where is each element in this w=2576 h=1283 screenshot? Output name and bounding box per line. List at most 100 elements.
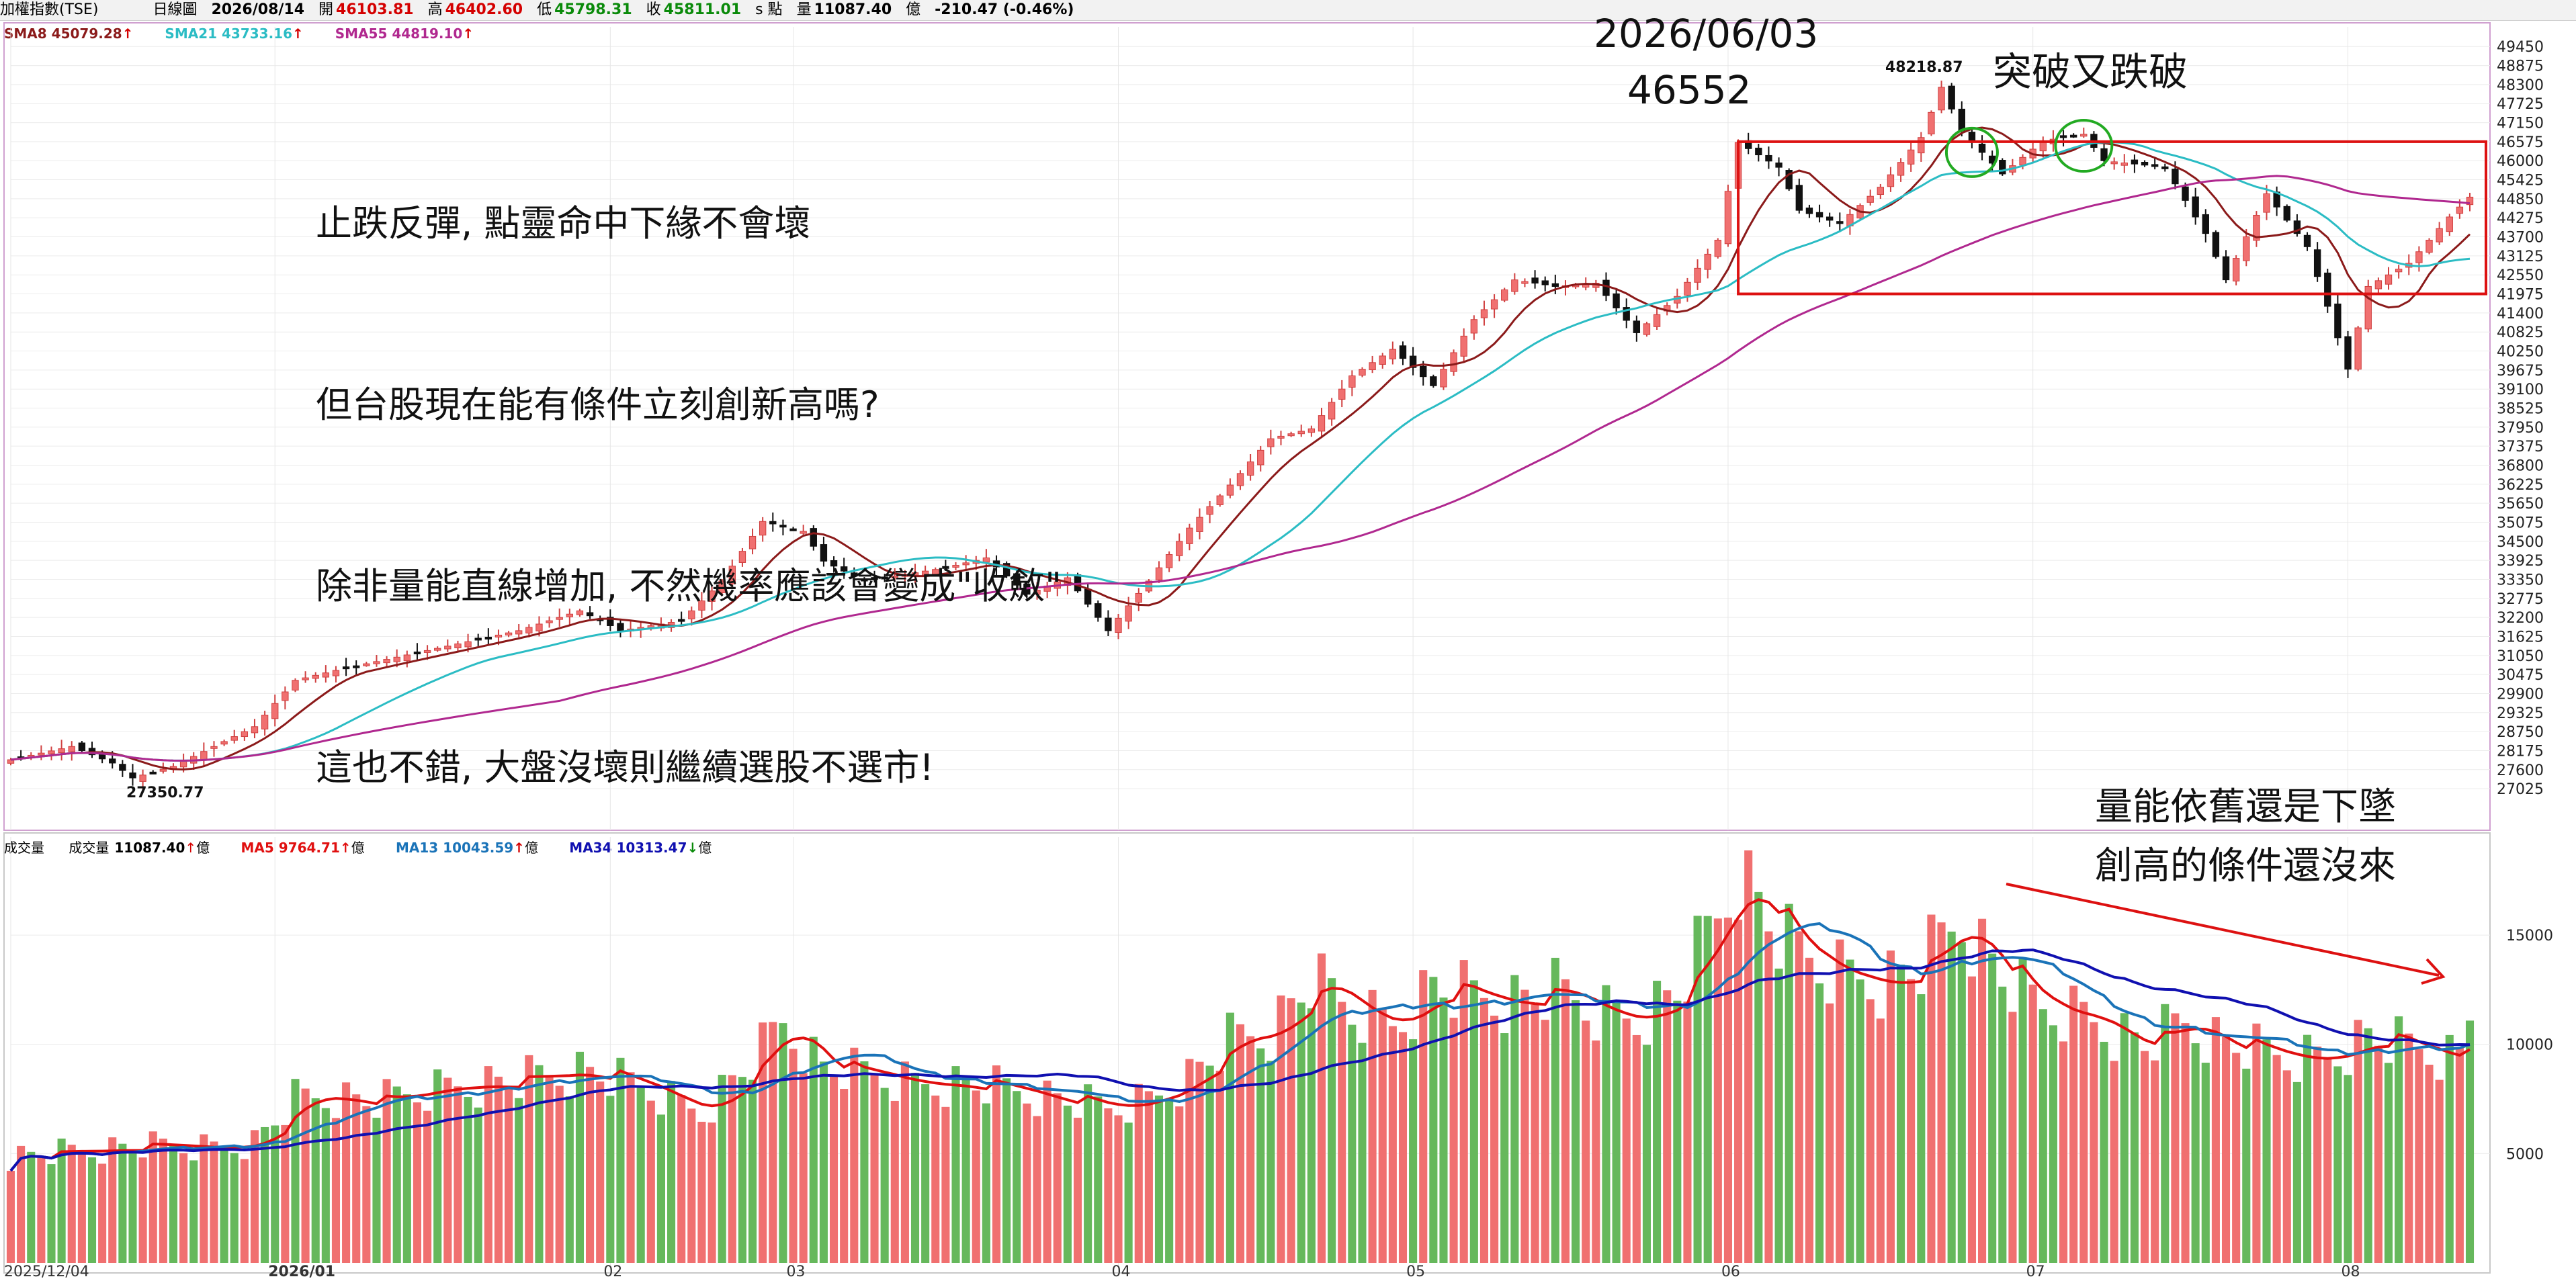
candle-body [1928,112,1935,134]
volume-bar [200,1134,208,1263]
candle-body [1480,309,1488,318]
candle-body [1918,137,1925,154]
candle-body [312,674,319,679]
candle-body [708,590,716,602]
candle-body [78,742,86,751]
time-tick-label: 03 [787,1264,806,1280]
volume-bar [2445,1034,2454,1263]
candle-body [1115,617,1122,633]
volume-tick-label: 15000 [2506,928,2553,944]
candle-body [2131,159,2139,165]
volume-legend: 成交量 成交量 11087.40↑億 MA5 9764.71↑億 MA13 100… [4,837,738,856]
candle-body [1470,319,1478,334]
price-tick-label: 41400 [2497,306,2544,322]
volume-bar [1510,975,1519,1263]
candle-body [282,691,289,701]
candle-body [1785,170,1793,189]
volume-bar [2140,1051,2149,1263]
volume-bar [1205,1065,1214,1263]
price-tick-label: 49450 [2497,39,2544,56]
candle-body [1246,461,1254,476]
candle-body [423,650,431,653]
candle-body [2374,280,2382,290]
volume-bar [2374,1045,2382,1263]
candle-body [891,576,898,579]
volume-bar [1744,850,1753,1263]
time-tick-label: 04 [1112,1264,1131,1280]
price-tick-label: 48300 [2497,77,2544,94]
price-tick-label: 31050 [2497,648,2544,665]
volume-bar [972,1090,980,1263]
candle-body [1033,590,1041,595]
candle-body [576,610,584,615]
sma21-legend: SMA21 43733.16↑ [165,26,304,42]
candle-body [7,759,15,764]
candle-body [1836,221,1844,224]
candle-body [1216,495,1223,505]
candle-body [759,521,767,536]
candle-body [2222,256,2230,281]
price-tick-label: 28750 [2497,724,2544,741]
candle-body [525,627,533,633]
candle-body [1328,402,1336,420]
candle-body [403,654,411,662]
breakout-note: 突破又跌破 [1993,49,2188,95]
volume-bar [1866,999,1875,1263]
candle-body [353,665,360,668]
volume-bar [2262,1039,2271,1263]
candle-body [1684,281,1691,296]
volume-bar [1856,979,1864,1263]
candle-body [159,768,167,772]
candle-body [261,715,269,729]
volume-bar [910,1073,920,1263]
volume-bar [809,1036,818,1263]
price-tick-label: 46575 [2497,134,2544,151]
volume-bar [1084,1084,1092,1263]
volume-bar [352,1094,361,1263]
price-tick-label: 39100 [2497,382,2544,398]
candle-body [566,613,574,617]
candle-body [1002,563,1011,577]
volume-bar [271,1125,280,1263]
price-tick-label: 37950 [2497,420,2544,437]
volume-bar [1876,1018,1885,1263]
candle-body [1409,355,1417,368]
time-tick-label: 06 [1721,1264,1740,1280]
volume-bar [372,1117,381,1263]
volume-bar [402,1094,411,1263]
volume-bar [1094,1096,1103,1263]
volume-bar [1439,998,1448,1263]
candle-body [748,535,757,549]
volume-bar [331,1118,341,1263]
low-value: 45798.31 [554,1,632,18]
price-tick-label: 32200 [2497,610,2544,627]
candle-body [820,544,828,562]
candle-body [38,752,45,756]
volume-bar [799,1073,808,1263]
volume-bar [2455,1047,2464,1263]
volume-bar [311,1098,320,1263]
volume-bar [941,1106,950,1263]
price-tick-label: 35075 [2497,515,2544,532]
volume-bar [1683,1002,1692,1263]
candle-body [830,560,838,567]
volume-bar [626,1072,635,1263]
price-tick-label: 31625 [2497,629,2544,646]
candle-body [1105,617,1112,631]
candle-body [556,617,563,620]
candle-body [68,746,75,752]
volume-bar [2354,1020,2362,1263]
volume-bar [677,1095,686,1263]
candle-body [1186,527,1193,544]
candle-body [2202,214,2209,234]
volume-ma-line-ma5 [9,898,2471,1172]
volume-bar [2364,1028,2372,1263]
volume-bar [6,1170,15,1263]
volume-bar [464,1096,472,1263]
candle-body [1815,212,1823,218]
volume-tick-label: 10000 [2506,1037,2553,1054]
volume-bar [515,1098,523,1263]
volume-bar [1398,1032,1408,1263]
volume-bar [1592,1040,1600,1263]
volume-bar [2171,1013,2180,1263]
